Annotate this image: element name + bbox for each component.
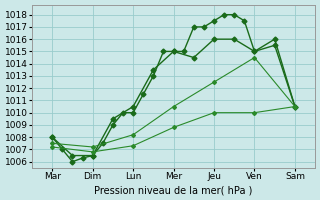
X-axis label: Pression niveau de la mer( hPa ): Pression niveau de la mer( hPa ) [94, 185, 253, 195]
